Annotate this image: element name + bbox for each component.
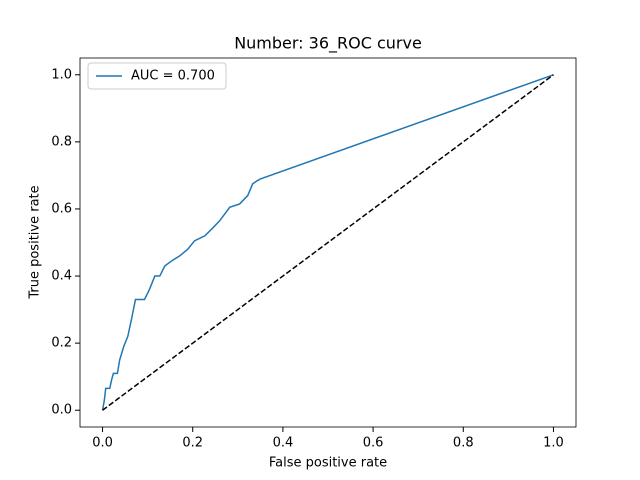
chart-title: Number: 36_ROC curve bbox=[234, 34, 422, 54]
x-tick-label: 0.0 bbox=[92, 436, 113, 451]
legend-box bbox=[87, 62, 227, 90]
x-tick-label: 0.6 bbox=[363, 436, 384, 451]
y-tick-label: 0.0 bbox=[51, 403, 72, 418]
y-tick-label: 0.6 bbox=[51, 201, 72, 216]
plot-frame bbox=[79, 57, 577, 428]
legend-label: AUC = 0.700 bbox=[131, 69, 215, 84]
x-tick-label: 0.4 bbox=[273, 436, 294, 451]
x-axis-label: False positive rate bbox=[269, 456, 387, 471]
y-tick-label: 1.0 bbox=[51, 67, 72, 82]
y-axis-label: True positive rate bbox=[28, 185, 43, 299]
x-tick-label: 0.8 bbox=[453, 436, 474, 451]
series-line bbox=[101, 74, 554, 411]
y-tick-label: 0.2 bbox=[51, 336, 72, 351]
series-line bbox=[102, 74, 554, 411]
x-tick-label: 1.0 bbox=[543, 436, 564, 451]
x-tick-label: 0.2 bbox=[182, 436, 203, 451]
y-tick-label: 0.8 bbox=[51, 134, 72, 149]
y-tick-label: 0.4 bbox=[51, 269, 72, 284]
